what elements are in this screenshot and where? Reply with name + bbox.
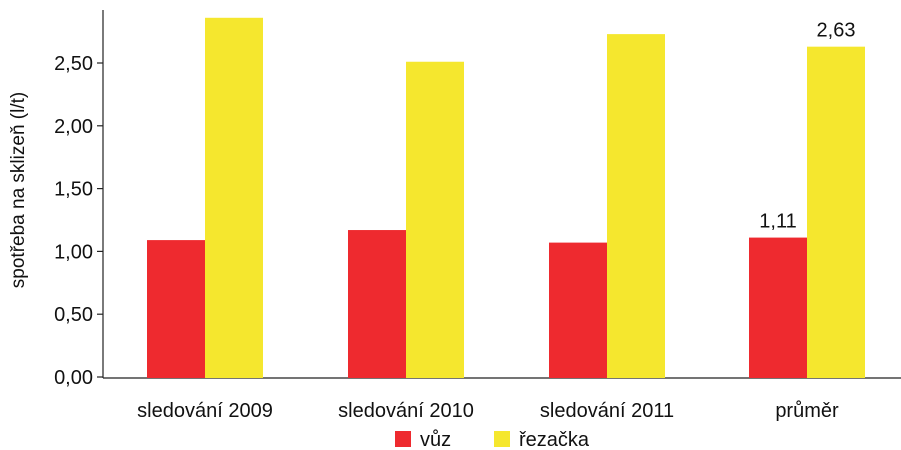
x-tick-label: sledování 2011 <box>540 400 674 422</box>
y-tick-label: 1,50 <box>54 179 93 201</box>
bar-vuz-1 <box>348 230 406 378</box>
legend-swatch <box>494 431 510 447</box>
chart-labels: sledování 2009 sledování 2010 sledování 20… <box>137 20 855 422</box>
x-tick-label: průměr <box>775 400 839 422</box>
bar-rezacka-2 <box>607 34 665 378</box>
chart-bars <box>147 17 865 379</box>
y-axis-label: spotřeba na sklizeň (l/t) <box>8 92 29 288</box>
bar-vuz-3 <box>749 237 807 378</box>
y-tick-label: 2,50 <box>54 53 93 75</box>
legend-swatch <box>395 431 411 447</box>
y-tick-label: 2,00 <box>54 116 93 138</box>
bar-vuz-2 <box>549 242 607 378</box>
y-tick-label: 0,00 <box>54 367 93 389</box>
bar-vuz-0 <box>147 240 205 378</box>
chart-legend: vůz řezačka <box>395 429 590 450</box>
bar-rezacka-0 <box>205 17 263 379</box>
legend-label: vůz <box>420 429 451 450</box>
data-label: 2,63 <box>817 20 856 42</box>
bar-rezacka-3 <box>807 46 865 379</box>
legend-label: řezačka <box>519 429 590 450</box>
y-tick-label: 0,50 <box>54 304 93 326</box>
y-tick-label: 1,00 <box>54 241 93 263</box>
x-tick-label: sledování 2009 <box>137 400 273 422</box>
data-label: 1,11 <box>759 211 796 233</box>
x-tick-label: sledování 2010 <box>338 400 474 422</box>
bar-rezacka-1 <box>406 61 464 379</box>
